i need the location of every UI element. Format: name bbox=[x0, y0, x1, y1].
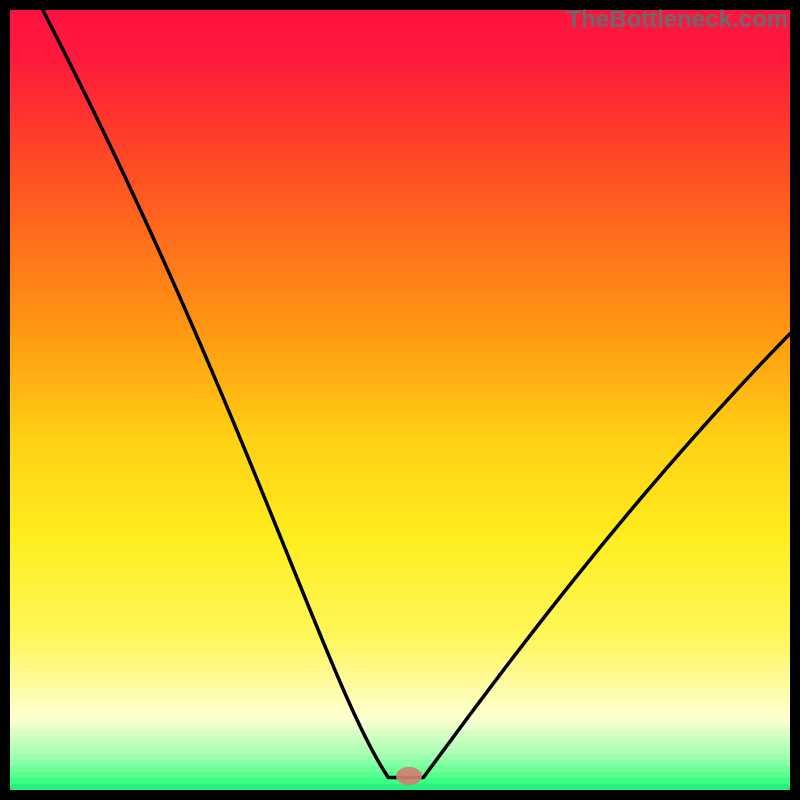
current-config-marker bbox=[396, 767, 422, 785]
plot-area bbox=[10, 10, 790, 790]
watermark-text: TheBottleneck.com bbox=[567, 6, 788, 34]
bottleneck-curve-path bbox=[43, 10, 790, 778]
bottleneck-curve bbox=[10, 10, 790, 790]
